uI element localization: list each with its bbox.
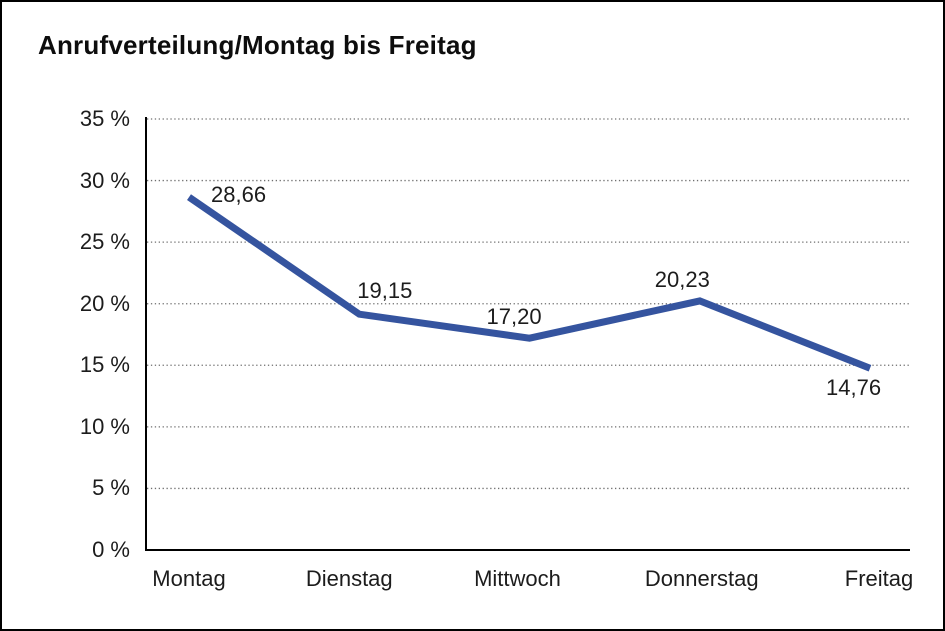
- data-label-donnerstag: 20,23: [654, 266, 710, 292]
- y-axis-label: 25 %: [79, 229, 130, 255]
- data-label-mittwoch: 17,20: [486, 304, 542, 330]
- data-label-freitag: 14,76: [826, 375, 882, 401]
- x-axis-label-dienstag: Dienstag: [305, 566, 393, 591]
- y-axis-label: 5 %: [92, 475, 130, 501]
- chart-title: Anrufverteilung/Montag bis Freitag: [38, 30, 477, 60]
- x-axis-label-montag: Montag: [152, 566, 226, 591]
- y-axis-label: 0 %: [92, 537, 130, 562]
- x-axis-label-freitag: Freitag: [844, 566, 914, 591]
- x-axis-label-donnerstag: Donnerstag: [644, 566, 759, 591]
- y-axis-label: 30 %: [79, 167, 130, 193]
- x-axis-label-mittwoch: Mittwoch: [474, 566, 561, 591]
- y-axis-label: 15 %: [79, 352, 130, 378]
- y-axis-label: 10 %: [79, 413, 130, 439]
- data-label-montag: 28,66: [211, 182, 267, 208]
- data-line-series: [187, 194, 872, 372]
- axis-lines: [145, 117, 910, 551]
- data-label-dienstag: 19,15: [357, 278, 413, 304]
- y-axis-label: 35 %: [79, 106, 130, 131]
- y-axis-label: 20 %: [79, 290, 130, 316]
